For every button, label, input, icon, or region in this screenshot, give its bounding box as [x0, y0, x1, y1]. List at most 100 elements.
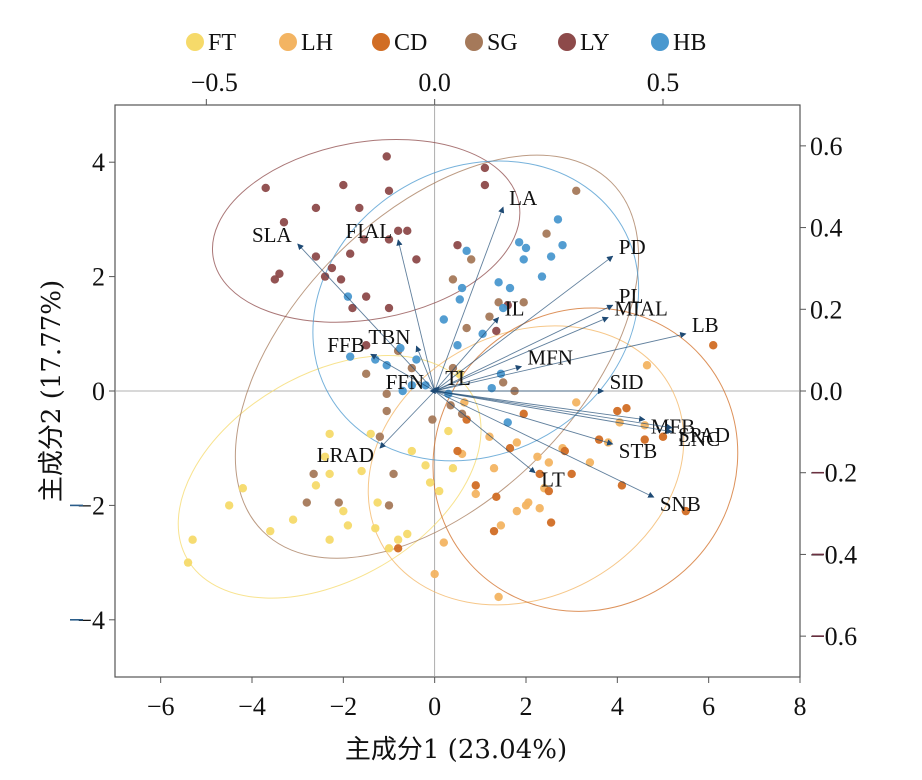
point-cd: [492, 492, 501, 502]
point-hb: [478, 329, 487, 338]
point-ly: [492, 326, 501, 336]
right-tick-label: 0.4: [810, 214, 843, 243]
ellipse-sg: [234, 154, 640, 559]
loading-arrow-lnc: [434, 390, 673, 435]
point-sg: [446, 401, 455, 410]
right-tick-label: 0.0: [810, 377, 843, 406]
point-sg: [448, 363, 458, 373]
point-ly: [355, 203, 364, 213]
loading-label-tbn: TBN: [368, 325, 410, 349]
point-ly: [339, 180, 348, 190]
point-sg: [382, 389, 391, 399]
point-ly: [382, 152, 391, 161]
point-ly: [453, 240, 462, 250]
point-hb: [343, 292, 353, 301]
right-tick-label: 0.2: [810, 295, 843, 324]
point-ft: [325, 535, 334, 544]
point-ly: [336, 275, 346, 284]
point-ly: [403, 226, 412, 236]
point-ly: [348, 303, 357, 313]
point-sg: [519, 298, 528, 307]
point-hb: [457, 283, 467, 293]
point-sg: [389, 469, 398, 479]
x-tick-label: 2: [520, 692, 533, 721]
point-cd: [613, 406, 622, 416]
y-axis-title: 主成分2 (17.77%): [37, 280, 67, 502]
ellipse-ly: [211, 138, 521, 323]
point-hb: [462, 246, 471, 256]
point-lh: [471, 489, 480, 499]
point-cd: [546, 518, 556, 527]
loading-arrow-lt: [434, 390, 536, 474]
loading-label-lnc: LNC: [678, 427, 720, 451]
loading-arrow-pl: [434, 304, 614, 392]
point-hb: [382, 361, 391, 370]
point-lh: [642, 361, 652, 370]
point-hb: [487, 383, 496, 393]
point-ft: [373, 498, 382, 507]
point-hb: [439, 315, 448, 324]
legend-label: CD: [394, 30, 427, 56]
point-lh: [524, 498, 533, 507]
legend-swatch: [372, 33, 390, 51]
point-cd: [617, 481, 627, 490]
point-ft: [366, 429, 375, 439]
point-cd: [393, 544, 403, 553]
point-ly: [412, 255, 421, 264]
point-sg: [572, 186, 581, 195]
point-ft: [448, 464, 458, 473]
point-lh: [512, 438, 522, 447]
y-tick-label: 4: [92, 148, 105, 177]
point-hb: [498, 303, 508, 313]
point-ly: [480, 180, 490, 190]
point-hb: [514, 238, 524, 247]
loading-label-spad: SPAD: [678, 423, 730, 447]
loading-label-tl: TL: [445, 366, 471, 390]
point-ft: [421, 461, 430, 470]
legend-item-ft: FT: [186, 30, 236, 56]
loading-arrow-spad: [434, 390, 673, 431]
loading-arrow-tbn: [415, 345, 436, 392]
loading-arrow-fial: [396, 239, 436, 392]
point-hb: [455, 295, 464, 304]
point-sg: [485, 312, 494, 321]
point-ft: [455, 369, 464, 379]
loading-label-lrad: LRAD: [317, 443, 374, 467]
x-tick-label: −4: [238, 692, 266, 721]
point-ly: [361, 341, 371, 350]
legend-item-cd: CD: [372, 30, 427, 56]
point-sg: [428, 415, 437, 424]
point-lh: [535, 504, 544, 513]
point-hb: [558, 240, 567, 250]
point-ft: [325, 469, 334, 479]
point-hb: [398, 386, 407, 396]
point-hb: [519, 255, 528, 264]
legend-swatch: [465, 33, 483, 51]
point-lh: [430, 569, 439, 579]
loading-label-snb: SNB: [660, 492, 701, 516]
point-sg: [498, 378, 508, 387]
point-ft: [444, 426, 453, 436]
loading-arrow-lrad: [379, 390, 435, 449]
loading-label-stb: STB: [619, 439, 658, 463]
ellipse-hb: [312, 160, 640, 462]
x-tick-label: 8: [794, 692, 807, 721]
loading-arrow-il: [434, 316, 500, 392]
loading-arrow-ffb: [370, 353, 435, 392]
point-sg: [382, 406, 391, 416]
loading-label-lt: LT: [541, 468, 565, 492]
point-ft: [238, 484, 248, 493]
right-tick-label: 0.6: [810, 132, 843, 161]
point-ft: [266, 526, 275, 536]
point-ft: [393, 535, 403, 544]
point-ly: [327, 263, 337, 273]
point-hb: [537, 272, 547, 281]
point-sg: [494, 298, 503, 307]
point-ly: [480, 163, 490, 173]
point-ft: [224, 501, 234, 510]
point-cd: [535, 469, 544, 479]
point-hb: [412, 355, 421, 364]
point-ft: [325, 429, 334, 439]
